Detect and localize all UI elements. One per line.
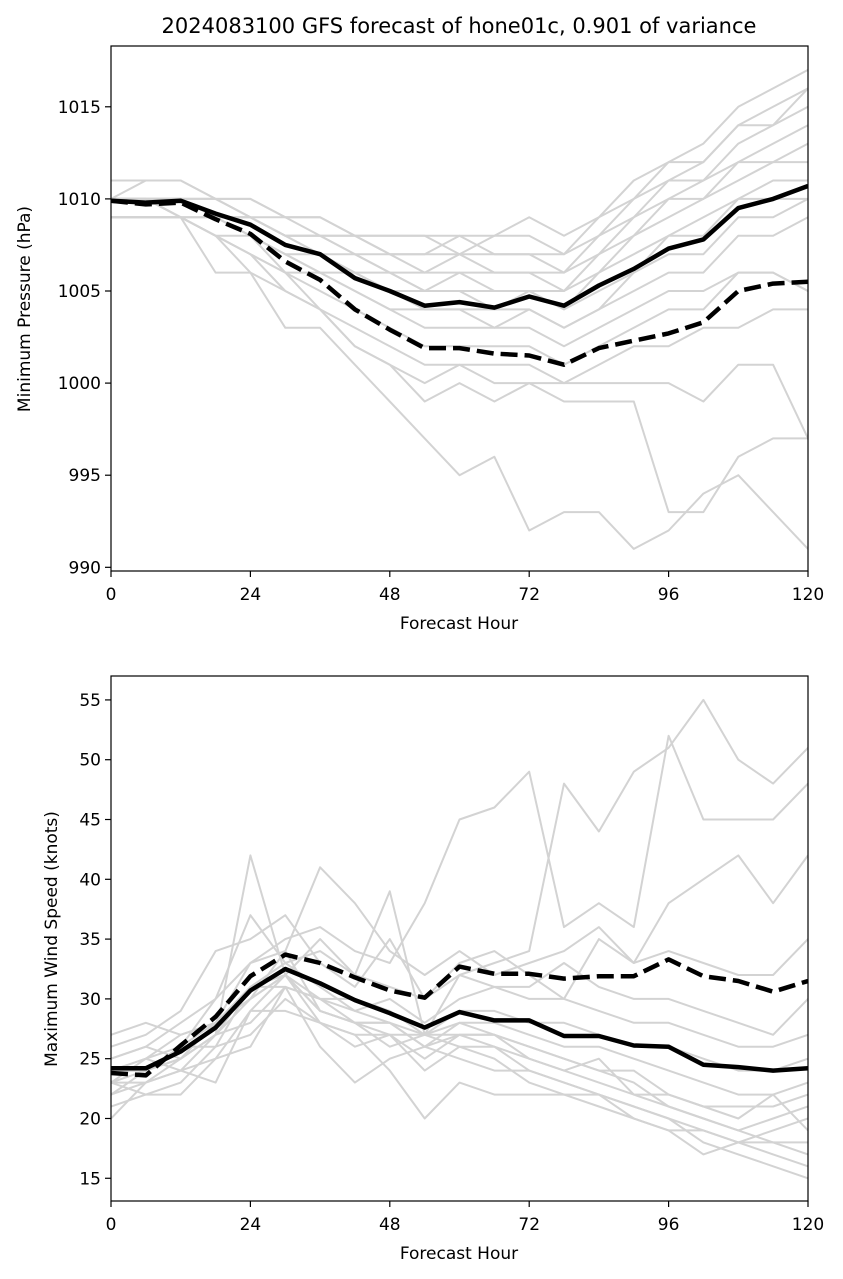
- wind-ensemble-member-line: [111, 1009, 808, 1144]
- wind-y-tick-label: 20: [79, 1109, 101, 1129]
- wind-y-axis-label: Maximum Wind Speed (knots): [42, 811, 62, 1067]
- pressure-axes-frame: [110, 45, 809, 572]
- wind-y-tick-label: 25: [79, 1050, 101, 1070]
- pressure-dashed-series-line: [111, 198, 808, 367]
- pressure-y-tick-label: 1000: [58, 374, 101, 394]
- pressure-x-tick-label: 120: [792, 585, 824, 605]
- pressure-y-tick-label: 1010: [58, 190, 101, 210]
- pressure-x-axis-label: Forecast Hour: [400, 614, 518, 634]
- wind-ensemble-member-line: [111, 985, 808, 1156]
- pressure-y-tick-label: 995: [69, 466, 101, 486]
- wind-x-tick-label: 120: [792, 1215, 824, 1235]
- pressure-solid-series-line: [111, 183, 808, 310]
- wind-ensemble-member-line: [111, 974, 808, 1132]
- wind-dashed-series-line: [111, 952, 808, 1078]
- pressure-y-tick-label: 1005: [58, 282, 101, 302]
- wind-y-tick-label: 15: [79, 1169, 101, 1189]
- wind-solid-series-line: [111, 966, 808, 1073]
- pressure-x-tick-label: 0: [106, 585, 117, 605]
- wind-y-tick-label: 55: [79, 691, 101, 711]
- wind-panel: 0 24 48 72 96 120 15 20 25 30 35 40 45 50 55 Forecast …: [42, 675, 824, 1264]
- wind-ensemble-member-line: [111, 854, 808, 1084]
- pressure-panel: 2024083100 GFS forecast of hone01c, 0.90…: [15, 14, 824, 634]
- wind-x-tick-label: 48: [379, 1215, 401, 1235]
- pressure-ensemble-member-line: [111, 197, 808, 514]
- wind-ensemble-member-line: [111, 962, 808, 1072]
- pressure-y-tick-label: 1015: [58, 98, 101, 118]
- wind-ensemble-member-line: [111, 985, 808, 1180]
- wind-ensemble-member-line: [111, 985, 808, 1144]
- chart-title: 2024083100 GFS forecast of hone01c, 0.90…: [162, 14, 757, 38]
- wind-y-tick-label: 30: [79, 990, 101, 1010]
- pressure-x-tick-label: 48: [379, 585, 401, 605]
- wind-y-tick-label: 35: [79, 930, 101, 950]
- pressure-plot-area: 0 24 48 72 96 120 990 995 1000 1005 1010 1015: [58, 45, 824, 605]
- wind-x-tick-label: 96: [658, 1215, 680, 1235]
- pressure-x-tick-label: 72: [518, 585, 540, 605]
- wind-plot-area: 0 24 48 72 96 120 15 20 25 30 35 40 45 50 55: [79, 675, 824, 1235]
- wind-x-axis-label: Forecast Hour: [400, 1244, 518, 1264]
- wind-y-tick-label: 45: [79, 811, 101, 831]
- wind-y-tick-label: 40: [79, 870, 101, 890]
- wind-x-tick-label: 24: [240, 1215, 262, 1235]
- wind-x-tick-label: 0: [106, 1215, 117, 1235]
- wind-ensemble-member-line: [111, 914, 808, 1048]
- pressure-ensemble-member-line: [111, 161, 808, 292]
- pressure-y-tick-label: 990: [69, 558, 101, 578]
- pressure-lines: [111, 69, 808, 550]
- wind-x-tick-label: 72: [518, 1215, 540, 1235]
- pressure-x-tick-label: 24: [240, 585, 262, 605]
- pressure-ensemble-member-line: [111, 216, 808, 348]
- pressure-y-axis-label: Minimum Pressure (hPa): [15, 206, 35, 412]
- wind-y-tick-label: 50: [79, 751, 101, 771]
- wind-lines: [111, 698, 808, 1180]
- pressure-ensemble-member-line: [111, 197, 808, 550]
- wind-ensemble-member-line: [111, 866, 808, 1060]
- pressure-x-tick-label: 96: [658, 585, 680, 605]
